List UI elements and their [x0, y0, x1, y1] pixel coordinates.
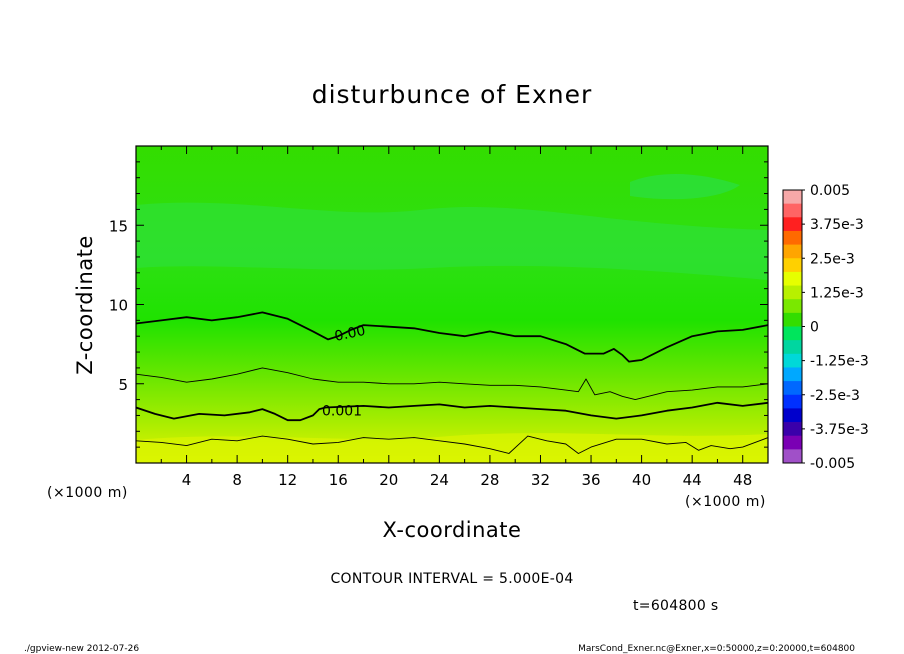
x-axis-title: X-coordinate: [383, 518, 522, 542]
colorbar-swatch: [783, 258, 802, 273]
contour-interval-note: CONTOUR INTERVAL = 5.000E-04: [330, 571, 573, 587]
colorbar-swatch: [783, 190, 802, 205]
colorbar-swatch: [783, 449, 802, 464]
colorbar-label: -1.25e-3: [810, 354, 869, 370]
x-tick-label: 36: [581, 471, 600, 489]
colorbar-swatch: [783, 299, 802, 314]
colorbar-label: 0: [810, 320, 819, 336]
colorbar-swatch: [783, 367, 802, 382]
y-tick-label: 15: [109, 217, 128, 235]
x-tick-label: 40: [632, 471, 651, 489]
time-label: t=604800 s: [633, 598, 718, 614]
field-patch-top-right: [630, 174, 740, 200]
contour-line: [136, 311, 768, 363]
x-tick-label: 44: [683, 471, 702, 489]
colorbar-label: 1.25e-3: [810, 285, 864, 301]
contour-label: 0.00: [333, 323, 367, 345]
x-tick-label: 48: [733, 471, 752, 489]
colorbar-swatch: [783, 217, 802, 232]
x-tick-label: 4: [182, 471, 192, 489]
x-tick-label: 20: [379, 471, 398, 489]
y-axis-title: Z-coordinate: [73, 235, 97, 375]
x-tick-label: 28: [480, 471, 499, 489]
contour-line: [136, 367, 768, 401]
colorbar-label: -3.75e-3: [810, 422, 869, 438]
colorbar-swatch: [783, 312, 802, 327]
colorbar-swatch: [783, 435, 802, 450]
colorbar-swatch: [783, 408, 802, 423]
colorbar: 0.005 3.75e-3 2.5e-3 1.25e-3 0 -1.25e-3 -2.5e-…: [782, 183, 869, 472]
x-axis-unit-right: (×1000 m): [685, 494, 766, 510]
colorbar-label: 3.75e-3: [810, 217, 864, 233]
colorbar-swatch: [783, 353, 802, 368]
contour-line: [136, 401, 768, 422]
colorbar-label: -0.005: [810, 456, 855, 472]
colorbar-label: 2.5e-3: [810, 251, 855, 267]
y-tick-label: 5: [118, 376, 128, 394]
x-tick-label: 16: [329, 471, 348, 489]
x-tick-label: 24: [430, 471, 449, 489]
y-tick-label: 10: [109, 297, 128, 315]
colorbar-label: -2.5e-3: [810, 388, 860, 404]
x-tick-label: 12: [278, 471, 297, 489]
colorbar-swatch: [783, 203, 802, 218]
colorbar-swatch: [783, 230, 802, 245]
field-patch-upper: [136, 202, 768, 280]
chart-title: disturbunce of Exner: [312, 80, 593, 109]
colorbar-swatch: [783, 422, 802, 437]
contour-line: [136, 435, 768, 454]
colorbar-label: 0.005: [810, 183, 850, 199]
contour-label: 0.001: [322, 403, 362, 419]
footer-right: MarsCond_Exner.nc@Exner,x=0:50000,z=0:20…: [578, 644, 855, 654]
footer-left: ./gpview-new 2012-07-26: [24, 644, 139, 654]
field-patch-low: [136, 433, 768, 463]
colorbar-swatch: [783, 381, 802, 396]
colorbar-swatch: [783, 285, 802, 300]
colorbar-swatch: [783, 340, 802, 355]
x-axis-unit-left: (×1000 m): [47, 485, 128, 501]
colorbar-swatch: [783, 326, 802, 341]
x-tick-label: 8: [232, 471, 242, 489]
colorbar-swatch: [783, 244, 802, 259]
x-tick-label: 32: [531, 471, 550, 489]
colorbar-swatch: [783, 394, 802, 409]
colorbar-swatch: [783, 271, 802, 286]
